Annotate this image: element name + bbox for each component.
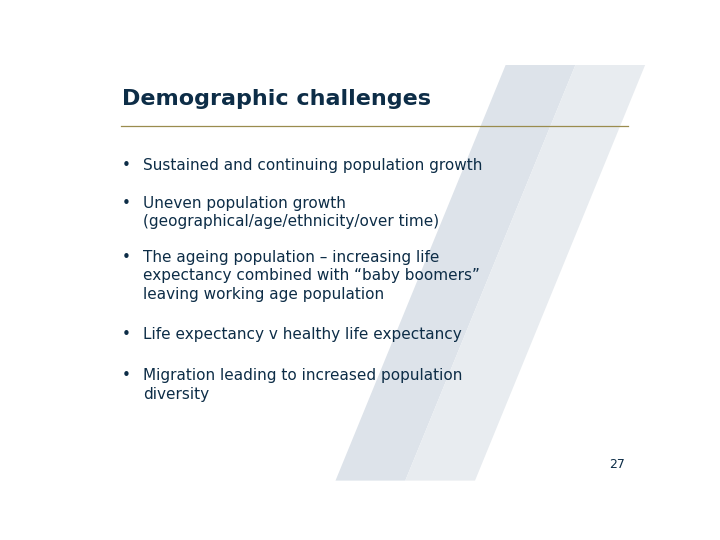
Text: •: • <box>122 327 131 342</box>
Text: •: • <box>122 368 131 383</box>
Text: Demographic challenges: Demographic challenges <box>122 89 431 109</box>
Text: The ageing population – increasing life
expectancy combined with “baby boomers”
: The ageing population – increasing life … <box>143 250 480 302</box>
Text: Migration leading to increased population
diversity: Migration leading to increased populatio… <box>143 368 462 402</box>
Polygon shape <box>405 65 645 481</box>
Text: Life expectancy v healthy life expectancy: Life expectancy v healthy life expectanc… <box>143 327 462 342</box>
Text: •: • <box>122 158 131 173</box>
Text: Uneven population growth
(geographical/age/ethnicity/over time): Uneven population growth (geographical/a… <box>143 196 439 229</box>
Text: Sustained and continuing population growth: Sustained and continuing population grow… <box>143 158 482 173</box>
Text: 27: 27 <box>609 458 625 471</box>
Polygon shape <box>336 65 575 481</box>
Text: •: • <box>122 250 131 265</box>
Text: •: • <box>122 196 131 211</box>
